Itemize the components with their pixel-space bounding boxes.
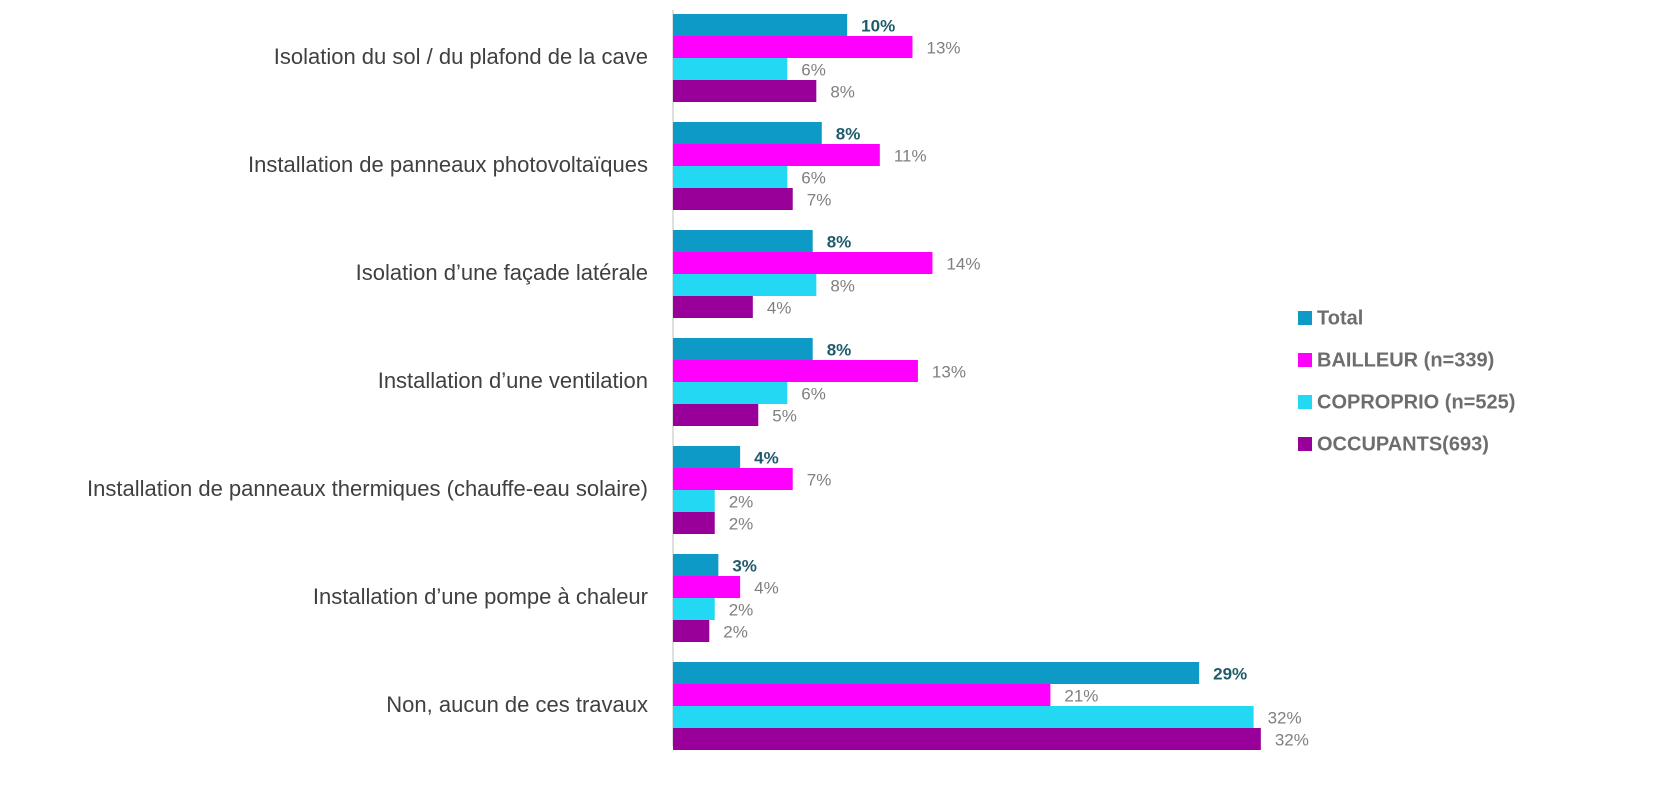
value-label: 11% — [894, 146, 927, 165]
value-label: 6% — [801, 168, 826, 187]
bar — [673, 490, 715, 512]
bar — [673, 296, 753, 318]
value-label: 14% — [946, 254, 980, 273]
value-label: 7% — [807, 470, 832, 489]
value-label: 8% — [830, 276, 855, 295]
value-label: 4% — [754, 578, 779, 597]
value-label: 6% — [801, 60, 826, 79]
value-label: 2% — [723, 622, 748, 641]
bar — [673, 404, 759, 426]
value-label: 32% — [1275, 730, 1309, 749]
bar — [673, 620, 710, 642]
legend-label: OCCUPANTS(693) — [1317, 433, 1489, 455]
value-label: 32% — [1268, 708, 1302, 727]
bar — [673, 252, 933, 274]
bar — [673, 144, 880, 166]
value-label: 5% — [772, 406, 797, 425]
bar — [673, 446, 741, 468]
bar — [673, 188, 793, 210]
bar — [673, 554, 719, 576]
value-label: 4% — [754, 448, 779, 467]
bar — [673, 166, 788, 188]
value-label: 13% — [932, 362, 966, 381]
bar — [673, 80, 817, 102]
value-label: 2% — [729, 492, 754, 511]
value-label: 8% — [836, 124, 861, 143]
bar — [673, 122, 822, 144]
bar — [673, 662, 1200, 684]
legend-label: BAILLEUR (n=339) — [1317, 349, 1494, 371]
value-label: 8% — [827, 340, 852, 359]
value-label: 2% — [729, 514, 754, 533]
bar — [673, 58, 788, 80]
bar — [673, 706, 1254, 728]
bar — [673, 36, 913, 58]
bar — [673, 338, 813, 360]
legend-label: Total — [1317, 307, 1363, 329]
legend-swatch — [1298, 437, 1312, 451]
bar — [673, 14, 848, 36]
value-label: 2% — [729, 600, 754, 619]
value-label: 8% — [830, 82, 855, 101]
bar — [673, 684, 1051, 706]
value-label: 6% — [801, 384, 826, 403]
bar — [673, 512, 715, 534]
value-label: 21% — [1064, 686, 1098, 705]
bar — [673, 468, 793, 490]
legend-swatch — [1298, 311, 1312, 325]
category-label: Installation d’une ventilation — [378, 368, 648, 393]
legend-label: COPROPRIO (n=525) — [1317, 391, 1515, 413]
value-label: 4% — [767, 298, 792, 317]
bar — [673, 274, 817, 296]
legend-swatch — [1298, 353, 1312, 367]
value-label: 29% — [1213, 664, 1247, 683]
category-label: Non, aucun de ces travaux — [386, 692, 648, 717]
value-label: 10% — [861, 16, 895, 35]
value-label: 13% — [926, 38, 960, 57]
value-label: 8% — [827, 232, 852, 251]
category-label: Installation d’une pompe à chaleur — [313, 584, 648, 609]
value-label: 7% — [807, 190, 832, 209]
value-label: 3% — [732, 556, 757, 575]
bar — [673, 728, 1261, 750]
bar — [673, 360, 918, 382]
category-label: Installation de panneaux thermiques (cha… — [87, 476, 648, 501]
category-label: Installation de panneaux photovoltaïques — [248, 152, 648, 177]
category-label: Isolation du sol / du plafond de la cave — [274, 44, 648, 69]
category-label: Isolation d’une façade latérale — [356, 260, 648, 285]
bar — [673, 382, 788, 404]
legend-swatch — [1298, 395, 1312, 409]
bar — [673, 576, 741, 598]
bar — [673, 230, 813, 252]
bar — [673, 598, 715, 620]
